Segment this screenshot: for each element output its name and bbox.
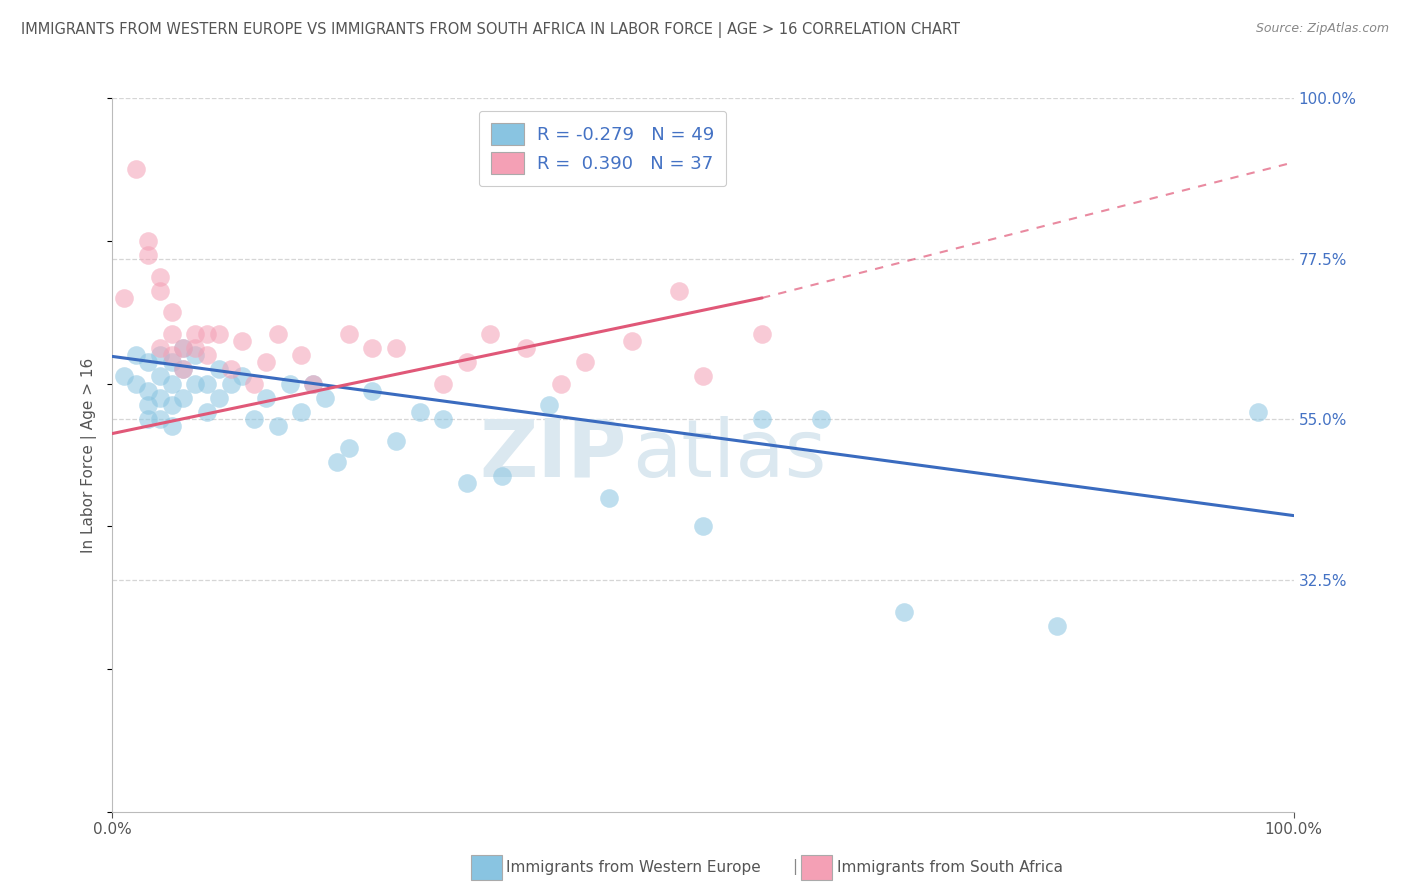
Point [361, 384, 384, 398]
Point [326, 455, 349, 469]
Point [112, 291, 135, 305]
Point [160, 419, 183, 434]
Point [267, 419, 290, 434]
Point [243, 376, 266, 391]
Point [195, 376, 218, 391]
Point [172, 341, 194, 355]
Point [231, 369, 253, 384]
Point [149, 269, 172, 284]
Point [893, 605, 915, 619]
Point [112, 369, 135, 384]
Point [302, 376, 325, 391]
Point [302, 376, 325, 391]
Point [125, 162, 148, 177]
Legend: R = -0.279   N = 49, R =  0.390   N = 37: R = -0.279 N = 49, R = 0.390 N = 37 [479, 111, 727, 186]
Point [149, 348, 172, 362]
Point [149, 369, 172, 384]
Point [598, 491, 620, 505]
Point [278, 376, 301, 391]
Point [184, 326, 207, 341]
Y-axis label: In Labor Force | Age > 16: In Labor Force | Age > 16 [80, 358, 97, 552]
Point [136, 248, 159, 262]
Point [751, 326, 773, 341]
Point [491, 469, 513, 483]
Point [219, 376, 242, 391]
Text: ZIP: ZIP [479, 416, 626, 494]
Text: IMMIGRANTS FROM WESTERN EUROPE VS IMMIGRANTS FROM SOUTH AFRICA IN LABOR FORCE | : IMMIGRANTS FROM WESTERN EUROPE VS IMMIGR… [21, 22, 960, 38]
Point [267, 326, 290, 341]
Point [290, 405, 312, 419]
Point [290, 348, 312, 362]
Point [692, 519, 714, 533]
Text: Immigrants from Western Europe: Immigrants from Western Europe [506, 860, 761, 874]
Point [243, 412, 266, 426]
Point [125, 376, 148, 391]
Point [538, 398, 561, 412]
Point [136, 355, 159, 369]
Point [136, 234, 159, 248]
Point [208, 326, 231, 341]
Point [456, 476, 478, 491]
Point [574, 355, 596, 369]
Point [149, 412, 172, 426]
Point [184, 376, 207, 391]
Point [172, 341, 194, 355]
Point [668, 284, 690, 298]
Point [1046, 619, 1069, 633]
Point [160, 376, 183, 391]
Point [432, 412, 454, 426]
Point [184, 348, 207, 362]
Point [361, 341, 384, 355]
Point [550, 376, 572, 391]
Point [125, 348, 148, 362]
Text: |: | [792, 859, 797, 875]
Point [751, 412, 773, 426]
Point [231, 334, 253, 348]
Point [160, 326, 183, 341]
Point [160, 305, 183, 319]
Text: Source: ZipAtlas.com: Source: ZipAtlas.com [1256, 22, 1389, 36]
Point [149, 284, 172, 298]
Point [621, 334, 644, 348]
Point [160, 398, 183, 412]
Point [385, 341, 408, 355]
Point [254, 355, 277, 369]
Point [149, 391, 172, 405]
Point [408, 405, 430, 419]
Point [515, 341, 537, 355]
Text: atlas: atlas [633, 416, 827, 494]
Point [254, 391, 277, 405]
Point [456, 355, 478, 369]
Point [314, 391, 336, 405]
Point [136, 412, 159, 426]
Point [692, 369, 714, 384]
Point [479, 326, 502, 341]
Point [208, 362, 231, 376]
Point [208, 391, 231, 405]
Point [432, 376, 454, 391]
Point [160, 355, 183, 369]
Point [172, 391, 194, 405]
Point [219, 362, 242, 376]
Point [385, 434, 408, 448]
Point [184, 341, 207, 355]
Point [172, 362, 194, 376]
Point [195, 348, 218, 362]
Point [337, 326, 360, 341]
Point [172, 362, 194, 376]
Point [149, 341, 172, 355]
Point [136, 398, 159, 412]
Text: Immigrants from South Africa: Immigrants from South Africa [837, 860, 1063, 874]
Point [195, 405, 218, 419]
Point [1247, 405, 1270, 419]
Point [810, 412, 832, 426]
Point [160, 348, 183, 362]
Point [337, 441, 360, 455]
Point [195, 326, 218, 341]
Point [136, 384, 159, 398]
